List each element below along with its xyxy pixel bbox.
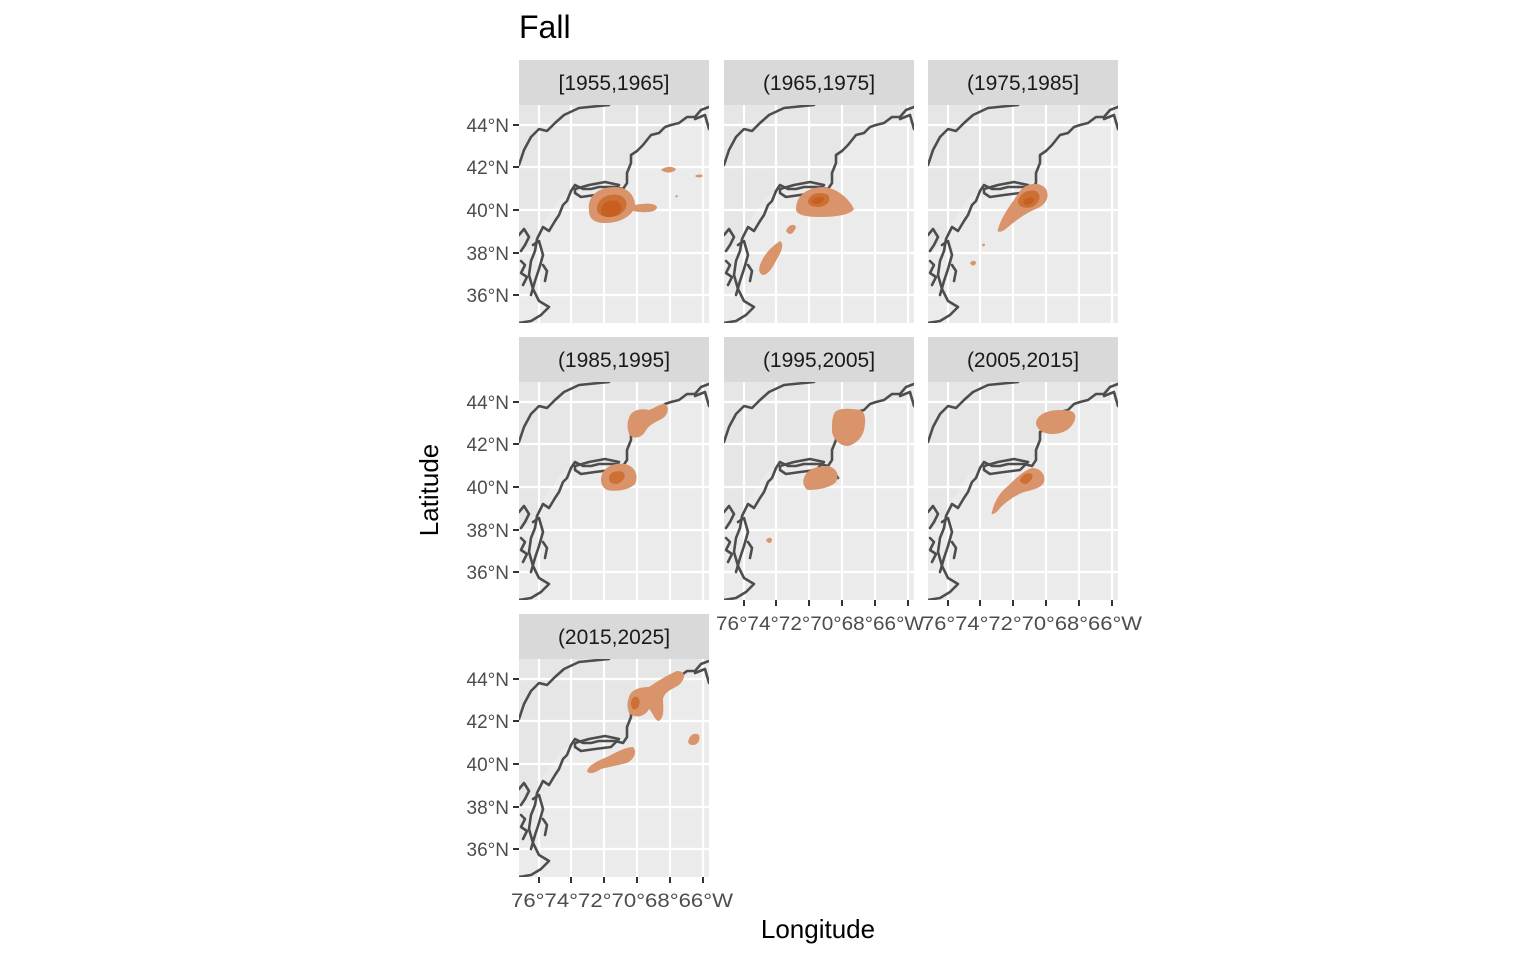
facet-panel-1985-1995: (1985,1995] <box>519 337 709 600</box>
map-panel <box>928 105 1118 323</box>
facet-panel-2005-2015: (2005,2015] <box>928 337 1118 600</box>
page-title: Fall <box>519 9 571 45</box>
strip-background <box>519 60 709 105</box>
strip-label: (2015,2025] <box>558 626 670 649</box>
y-tick-label: 36°N <box>467 840 509 861</box>
strip-label: (1995,2005] <box>763 349 875 372</box>
strip-background <box>724 337 914 382</box>
map-panel <box>724 105 914 323</box>
x-axis-panel-6: 76°74°72°70°68°66°W <box>922 600 1142 635</box>
y-tick-label: 40°N <box>467 201 509 222</box>
x-tick-labels: 76°74°72°70°68°66°W <box>716 614 924 635</box>
map-panel <box>519 659 709 877</box>
y-tick-label: 44°N <box>467 116 509 137</box>
density-contours <box>766 408 866 543</box>
y-tick-label: 38°N <box>467 244 509 265</box>
y-axis-row-3: 44°N 42°N 40°N 38°N 36°N <box>467 670 519 861</box>
strip-label: (2005,2015] <box>967 349 1079 372</box>
y-tick-label: 42°N <box>467 712 509 733</box>
strip-background <box>928 60 1118 105</box>
strip-label: (1975,1985] <box>967 72 1079 95</box>
y-tick-label: 40°N <box>467 478 509 499</box>
strip-label: (1965,1975] <box>763 72 875 95</box>
facet-panel-1995-2005: (1995,2005] <box>724 337 914 600</box>
x-axis-panel-7: 76°74°72°70°68°66°W <box>511 877 733 912</box>
y-tick-label: 44°N <box>467 393 509 414</box>
x-axis-title: Longitude <box>761 914 875 944</box>
density-contours <box>970 183 1048 266</box>
facet-panel-1975-1985: (1975,1985] <box>928 60 1118 323</box>
y-tick-label: 40°N <box>467 755 509 776</box>
density-contours <box>601 404 668 491</box>
y-axis-row-2: 44°N 42°N 40°N 38°N 36°N <box>467 393 519 584</box>
y-tick-label: 42°N <box>467 435 509 456</box>
y-tick-label: 36°N <box>467 286 509 307</box>
x-tick-labels: 76°74°72°70°68°66°W <box>511 891 733 912</box>
facet-panel-2015-2025: (2015,2025] <box>519 614 709 877</box>
strip-background <box>519 614 709 659</box>
y-tick-label: 44°N <box>467 670 509 691</box>
map-panel <box>519 105 709 323</box>
y-tick-label: 38°N <box>467 798 509 819</box>
x-tick-labels: 76°74°72°70°68°66°W <box>922 614 1142 635</box>
y-axis-title: Latitude <box>414 444 444 537</box>
y-tick-label: 42°N <box>467 158 509 179</box>
strip-label: (1985,1995] <box>558 349 670 372</box>
facet-panel-1965-1975: (1965,1975] <box>724 60 914 323</box>
y-tick-label: 36°N <box>467 563 509 584</box>
density-contours <box>587 671 700 774</box>
y-tick-label: 38°N <box>467 521 509 542</box>
strip-label: [1955,1965] <box>559 72 670 95</box>
map-panel <box>519 382 709 600</box>
density-contours <box>759 187 854 275</box>
x-axis-panel-5: 76°74°72°70°68°66°W <box>716 600 924 635</box>
strip-background <box>519 337 709 382</box>
facet-panel-1955-1965: [1955,1965] <box>519 60 709 323</box>
map-panel <box>724 382 914 600</box>
strip-background <box>724 60 914 105</box>
density-contours <box>588 166 703 223</box>
strip-background <box>928 337 1118 382</box>
map-panel <box>928 382 1118 600</box>
density-contours <box>991 410 1076 515</box>
y-axis-row-1: 44°N 42°N 40°N 38°N 36°N <box>467 116 519 307</box>
